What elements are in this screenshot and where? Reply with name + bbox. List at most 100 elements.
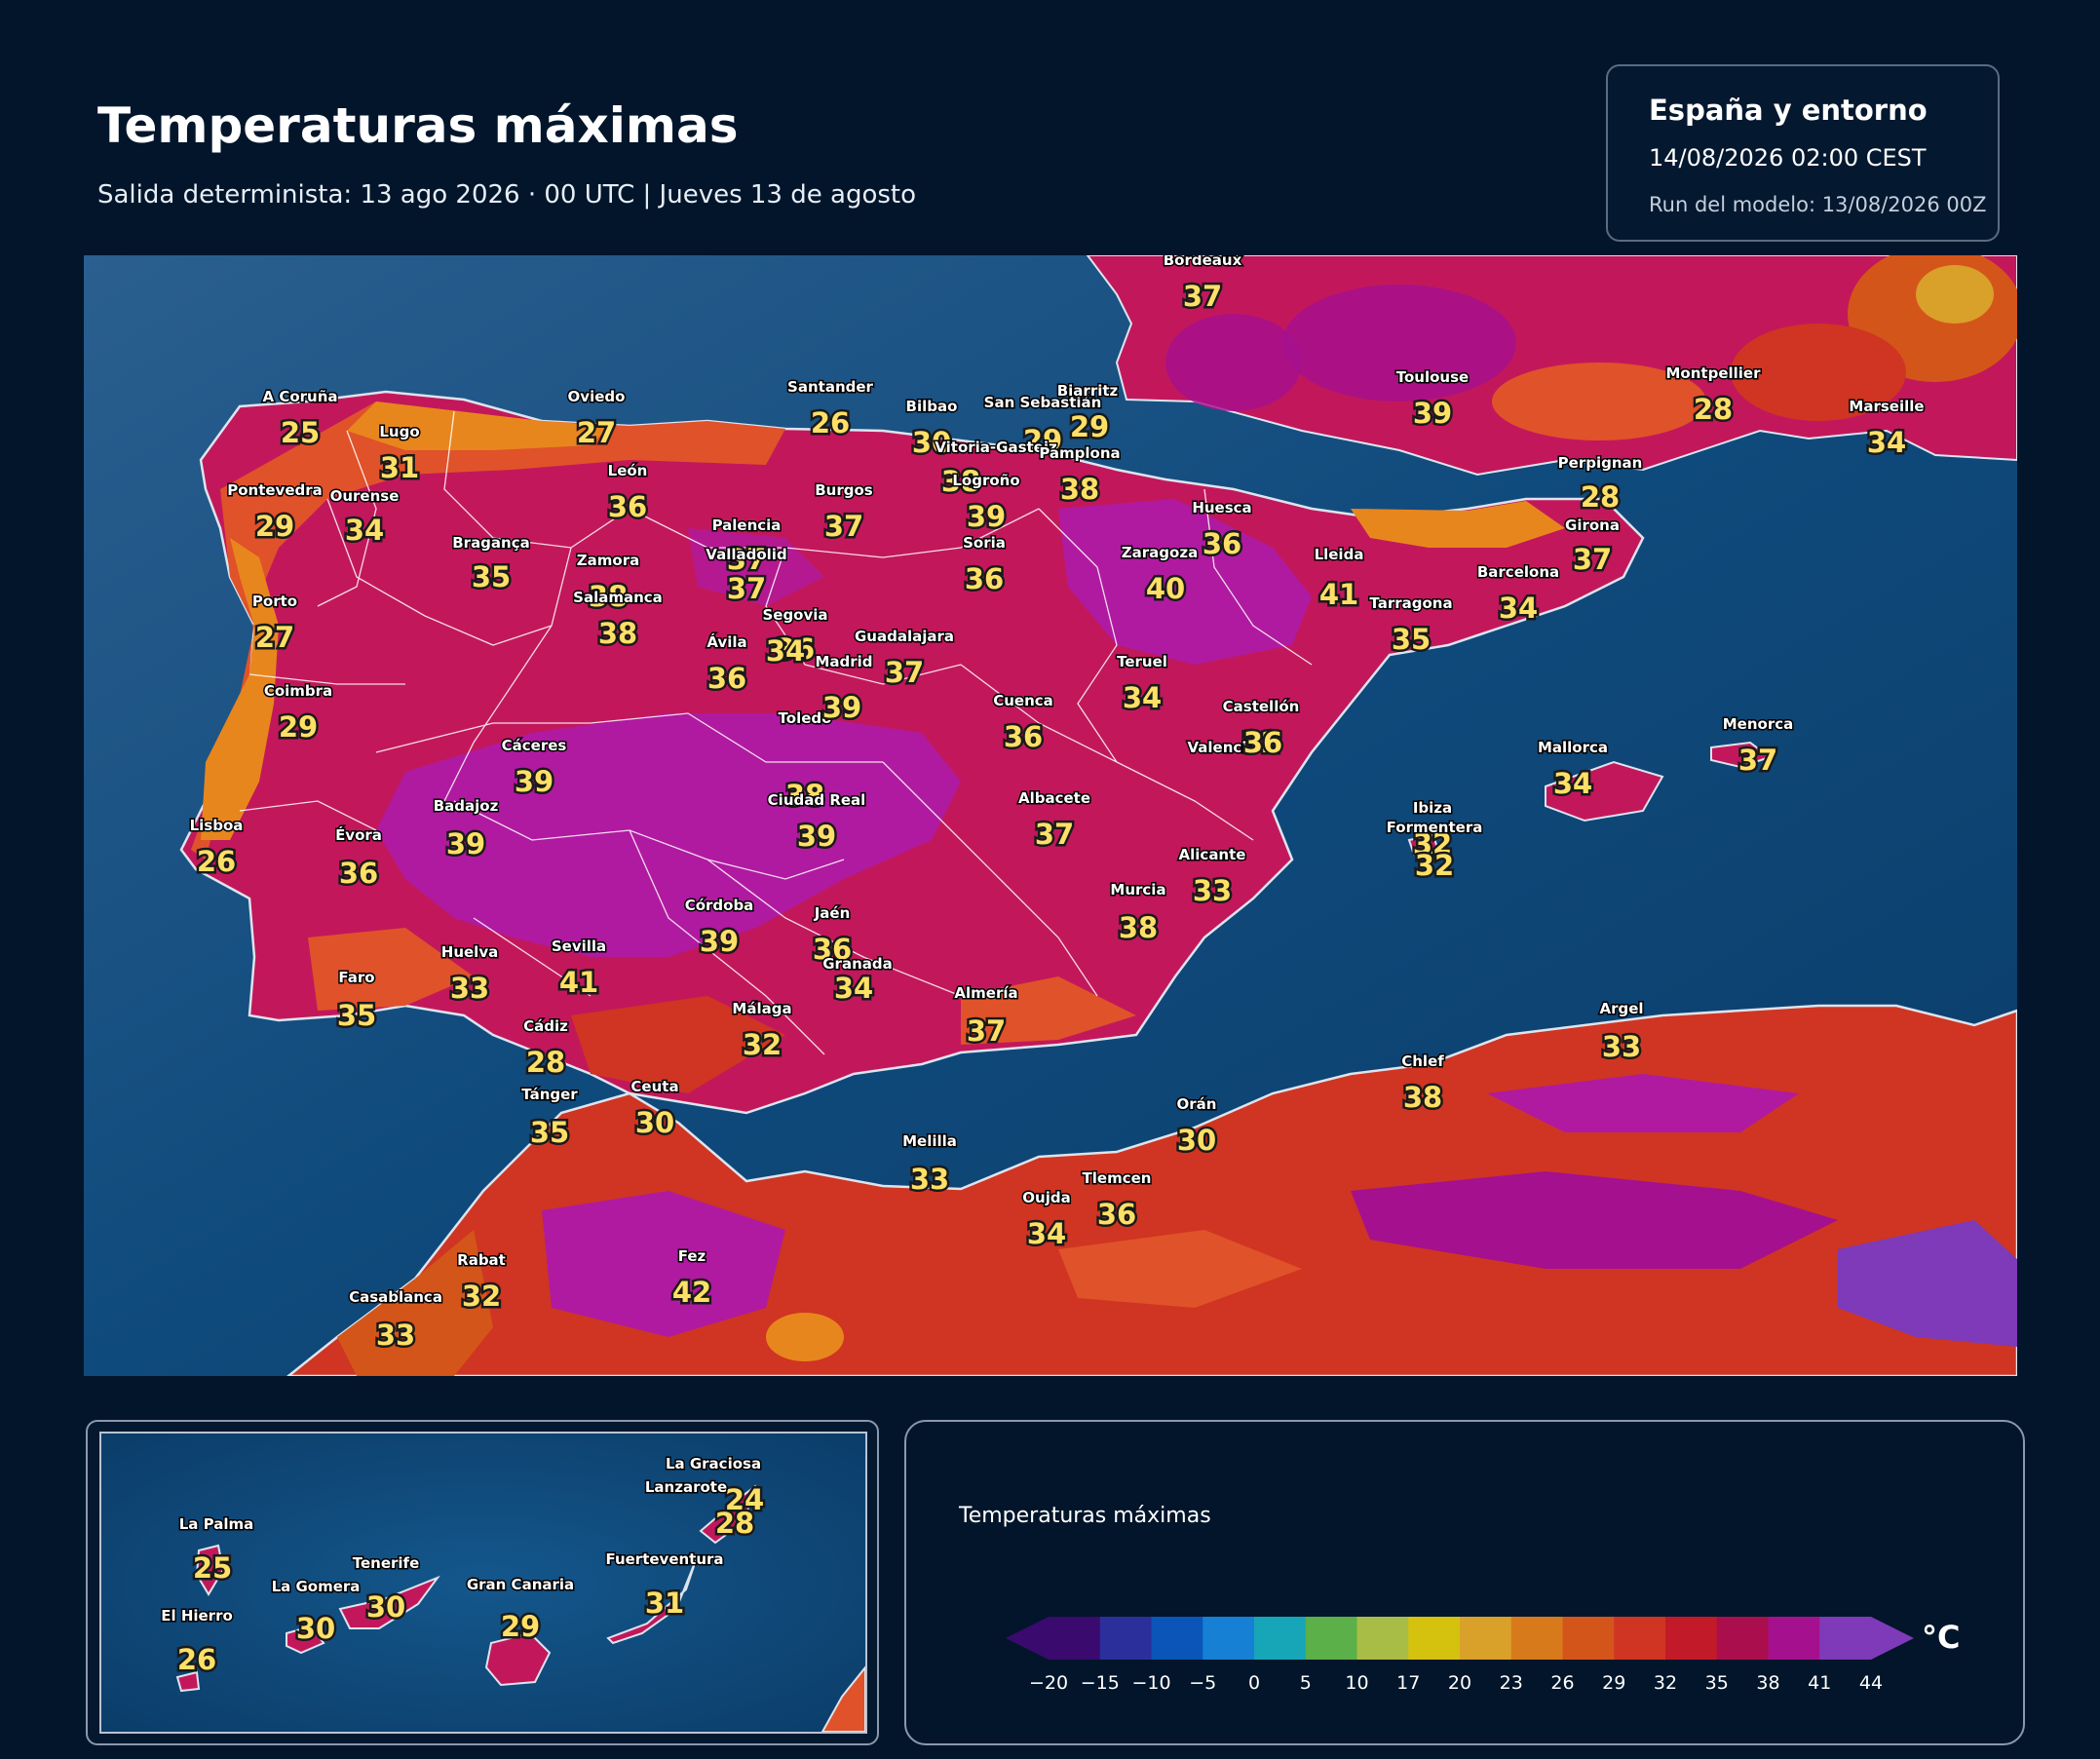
city-temp-faro: 35: [337, 999, 376, 1032]
city-temp-cuenca: 36: [1004, 720, 1043, 753]
city-temp-zamora: 38: [589, 580, 628, 613]
city-temp-soria: 36: [965, 562, 1004, 595]
city-temp-valladolid: 37: [727, 572, 766, 605]
city-temp-lugo: 31: [380, 451, 419, 484]
city-temp-rabat: 32: [462, 1280, 501, 1313]
island-temp-fuerteventura: 31: [645, 1587, 684, 1620]
city-name-formentera: Formentera: [1387, 819, 1483, 836]
city-temp-barcelona: 34: [1499, 592, 1538, 625]
colorbar-low-arrow: [1006, 1617, 1049, 1660]
city-name-guadalajara: Guadalajara: [855, 628, 954, 645]
city-name-murcia: Murcia: [1110, 881, 1165, 899]
city-temp-cadiz: 28: [526, 1046, 565, 1079]
city-temp-palencia: 37: [727, 543, 766, 576]
city-temp-ciudad-real: 39: [797, 820, 836, 853]
city-name-castellon: Castellón: [1223, 698, 1300, 715]
colorbar-segments: [1006, 1617, 1914, 1660]
colorbar-tick-label: 23: [1500, 1672, 1523, 1694]
canary-inset-map[interactable]: La Graciosa 24 Lanzarote 28 La Palma 25 Teneri…: [99, 1432, 867, 1734]
map-title: Temperaturas máximas: [97, 97, 739, 154]
city-name-vitoria-gasteiz: Vitoria-Gasteiz: [935, 439, 1057, 456]
city-name-oujda: Oujda: [1022, 1189, 1070, 1206]
city-name-barcelona: Barcelona: [1477, 563, 1559, 581]
france-land: [1086, 255, 2017, 477]
colorbar-tick-label: −10: [1131, 1672, 1170, 1694]
city-temp-segovia: 36: [776, 632, 815, 666]
city-name-zaragoza: Zaragoza: [1122, 544, 1198, 561]
island-temp-gran-canaria: 29: [501, 1610, 540, 1643]
city-temp-tanger: 35: [530, 1116, 569, 1149]
city-name-logrono: Logroño: [952, 472, 1019, 489]
island-temp-la-graciosa: 24: [725, 1483, 764, 1516]
city-name-ourense: Ourense: [330, 487, 400, 505]
colorbar-segment: [1305, 1617, 1357, 1660]
city-name-pontevedra: Pontevedra: [227, 481, 323, 499]
colorbar-segment: [1614, 1617, 1666, 1660]
city-temp-marseille: 34: [1867, 426, 1906, 459]
city-name-porto: Porto: [252, 593, 297, 610]
city-temp-granada: 34: [834, 972, 873, 1005]
island-temp-la-gomera: 30: [296, 1612, 335, 1645]
city-name-caceres: Cáceres: [502, 737, 567, 754]
city-temp-pontevedra: 29: [255, 510, 294, 543]
island-temp-el-hierro: 26: [177, 1643, 216, 1676]
city-labels: Bordeaux 37 A Coruña 25 Lugo 31 Oviedo 27 Santan…: [188, 255, 1926, 1355]
city-name-avila: Ávila: [706, 632, 746, 651]
city-temp-pamplona: 38: [1060, 473, 1099, 506]
colorbar-segment: [1510, 1617, 1563, 1660]
main-map[interactable]: Bordeaux 37 A Coruña 25 Lugo 31 Oviedo 27 Santan…: [84, 255, 2017, 1376]
city-name-palencia: Palencia: [712, 516, 782, 534]
colorbar-segment: [1151, 1617, 1203, 1660]
city-temp-sevilla: 41: [559, 966, 598, 999]
colorbar-segment: [1254, 1617, 1307, 1660]
city-name-segovia: Segovia: [762, 606, 827, 624]
city-name-argel: Argel: [1599, 1000, 1643, 1017]
city-name-huelva: Huelva: [441, 943, 498, 961]
colorbar-tick-label: 0: [1248, 1672, 1260, 1694]
city-name-cuenca: Cuenca: [993, 692, 1053, 709]
city-name-menorca: Menorca: [1723, 715, 1794, 733]
colorbar-tick-label: 32: [1654, 1672, 1677, 1694]
city-temp-bilbao: 30: [912, 426, 951, 459]
city-temp-coimbra: 29: [279, 710, 318, 744]
city-name-valladolid: Valladolid: [706, 546, 786, 563]
city-name-santander: Santander: [787, 378, 873, 396]
city-name-bilbao: Bilbao: [906, 398, 958, 415]
city-name-oran: Orán: [1177, 1095, 1217, 1113]
city-name-tarragona: Tarragona: [1369, 594, 1452, 612]
city-temp-lleida: 41: [1319, 578, 1358, 611]
legend-panel: Temperaturas máximas −20 −15 −10 −5 0 5 10 17 20…: [904, 1420, 2025, 1745]
city-temp-chlef: 38: [1403, 1081, 1442, 1114]
city-name-cadiz: Cádiz: [523, 1017, 568, 1035]
island-temp-tenerife: 30: [366, 1590, 405, 1624]
city-temp-avila: 36: [707, 662, 746, 695]
city-temp-formentera: 32: [1415, 849, 1454, 882]
city-name-mallorca: Mallorca: [1538, 739, 1608, 756]
city-temp-biarritz: 29: [1070, 410, 1109, 443]
city-name-fez: Fez: [678, 1247, 706, 1265]
city-temp-montpellier: 28: [1694, 393, 1733, 426]
island-name-lanzarote: Lanzarote: [645, 1478, 727, 1496]
city-temp-melilla: 33: [910, 1163, 949, 1196]
city-name-burgos: Burgos: [815, 481, 873, 499]
city-temp-jaen: 36: [813, 933, 852, 966]
city-name-salamanca: Salamanca: [573, 589, 663, 606]
city-name-badajoz: Badajoz: [434, 797, 499, 815]
canary-inset-panel: La Graciosa 24 Lanzarote 28 La Palma 25 Teneri…: [86, 1420, 879, 1745]
colorbar-tick-label: 5: [1300, 1672, 1312, 1694]
colorbar-segment: [1408, 1617, 1461, 1660]
city-temp-perpignan: 28: [1581, 480, 1620, 514]
city-name-lugo: Lugo: [379, 423, 419, 440]
colorbar-ticks: −20 −15 −10 −5 0 5 10 17 20 23 26 29 32 35 38 41 44: [1029, 1672, 1883, 1694]
colorbar-tick-label: 17: [1396, 1672, 1420, 1694]
city-name-san-sebastian: San Sebastián: [984, 394, 1102, 411]
city-name-rabat: Rabat: [457, 1251, 506, 1269]
city-temp-alicante: 33: [1193, 874, 1232, 907]
city-temp-vitoria-gasteiz: 38: [941, 465, 980, 498]
city-temp-almeria: 37: [967, 1014, 1006, 1048]
city-name-alicante: Alicante: [1179, 846, 1246, 863]
city-name-jaen: Jaén: [814, 904, 851, 922]
city-temp-teruel: 34: [1123, 681, 1162, 714]
city-name-tlemcen: Tlemcen: [1083, 1169, 1152, 1187]
